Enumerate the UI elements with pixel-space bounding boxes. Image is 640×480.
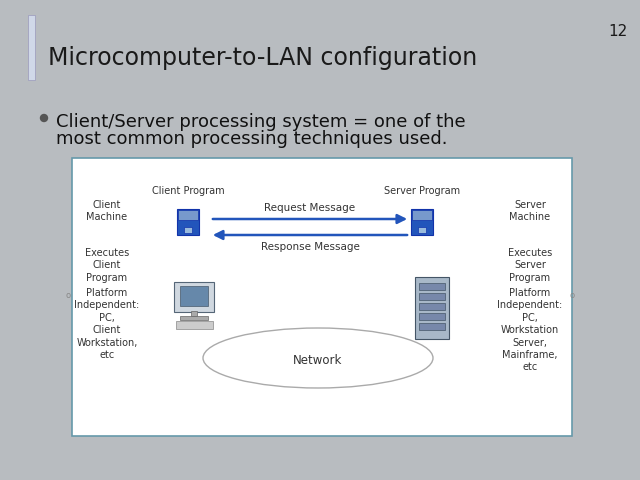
Text: Client Program: Client Program bbox=[152, 186, 224, 196]
Bar bbox=[184, 228, 192, 233]
Bar bbox=[28, 15, 35, 80]
Text: Request Message: Request Message bbox=[264, 203, 356, 213]
Ellipse shape bbox=[203, 328, 433, 388]
Text: Response Message: Response Message bbox=[260, 242, 360, 252]
Text: Microcomputer-to-LAN configuration: Microcomputer-to-LAN configuration bbox=[48, 46, 477, 70]
Bar bbox=[180, 316, 208, 320]
Bar bbox=[178, 210, 198, 220]
Text: Server Program: Server Program bbox=[384, 186, 460, 196]
Text: Client
Machine: Client Machine bbox=[86, 200, 127, 222]
Text: most common processing techniques used.: most common processing techniques used. bbox=[56, 130, 447, 148]
Text: o: o bbox=[65, 290, 70, 300]
Bar bbox=[72, 158, 572, 436]
Circle shape bbox=[40, 115, 47, 121]
Text: 12: 12 bbox=[609, 24, 628, 39]
Text: Network: Network bbox=[293, 353, 342, 367]
FancyBboxPatch shape bbox=[175, 321, 212, 328]
Text: Server
Machine: Server Machine bbox=[509, 200, 550, 222]
Text: Platform
Independent:
PC,
Workstation
Server,
Mainframe,
etc: Platform Independent: PC, Workstation Se… bbox=[497, 288, 563, 372]
Text: Client/Server processing system = one of the: Client/Server processing system = one of… bbox=[56, 113, 466, 131]
FancyBboxPatch shape bbox=[415, 277, 449, 339]
Bar bbox=[411, 209, 433, 235]
Bar bbox=[419, 313, 445, 320]
Text: Executes
Client
Program: Executes Client Program bbox=[85, 248, 129, 283]
Bar bbox=[419, 283, 445, 290]
Text: Platform
Independent:
PC,
Client
Workstation,
etc: Platform Independent: PC, Client Worksta… bbox=[74, 288, 140, 360]
Bar bbox=[180, 286, 208, 306]
Bar bbox=[191, 311, 197, 316]
Bar bbox=[177, 209, 199, 235]
Text: o: o bbox=[570, 290, 575, 300]
Bar bbox=[419, 323, 445, 330]
Text: Executes
Server
Program: Executes Server Program bbox=[508, 248, 552, 283]
Bar bbox=[419, 303, 445, 310]
FancyBboxPatch shape bbox=[174, 282, 214, 312]
Bar bbox=[418, 228, 426, 233]
Bar bbox=[419, 293, 445, 300]
Bar bbox=[412, 210, 432, 220]
